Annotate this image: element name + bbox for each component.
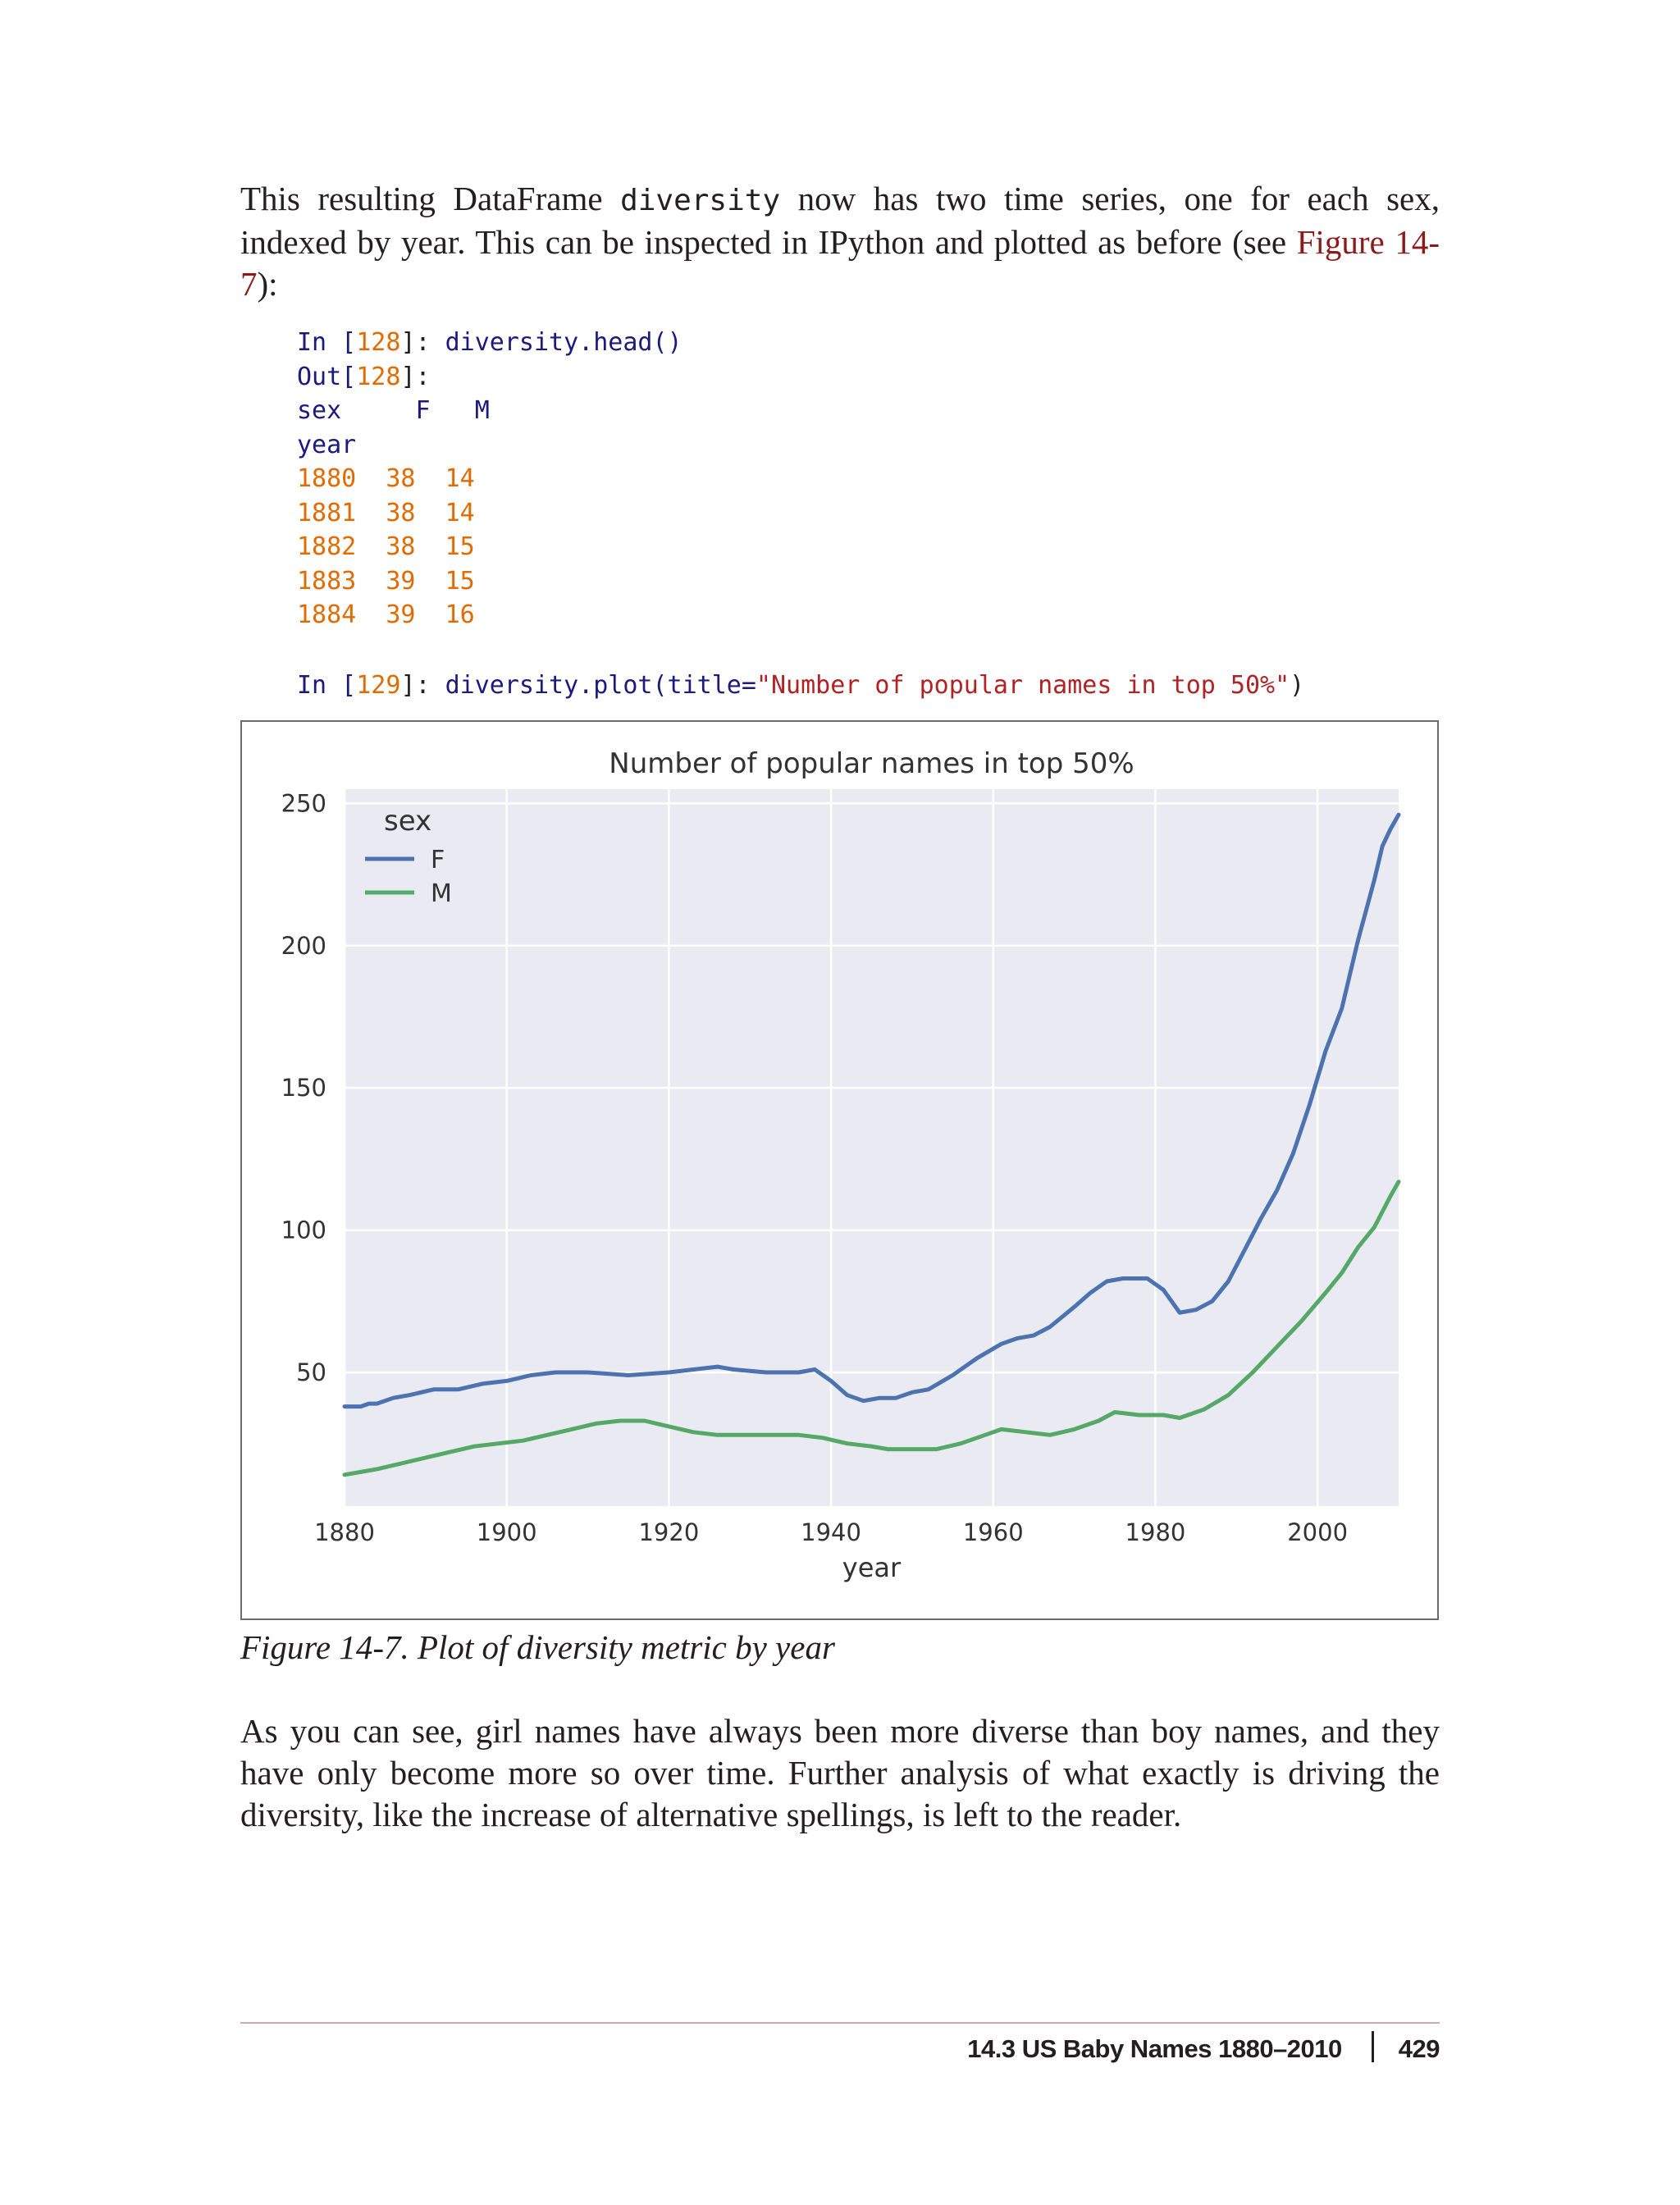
x-tick-label: 1940 — [801, 1518, 861, 1546]
x-tick-label: 1880 — [314, 1518, 375, 1546]
series-line-m — [342, 1180, 1401, 1477]
df-row: 1882 38 15 — [297, 532, 475, 561]
out-prompt: Out[128]: — [297, 362, 431, 391]
y-tick-label: 200 — [281, 932, 326, 960]
code-block-plot: In [129]: diversity.plot(title="Number o… — [297, 671, 1305, 700]
x-axis-label: year — [842, 1552, 902, 1583]
tick-labels: 1880 1900 1920 1940 1960 1980 2000 50 100 150 200 2… — [281, 789, 1348, 1546]
df-row: 1881 38 14 — [297, 498, 475, 527]
series-lines — [342, 812, 1401, 1477]
figure-caption: Figure 14-7. Plot of diversity metric by… — [240, 1628, 835, 1666]
footer-rule — [240, 2022, 1440, 2024]
df-row: 1883 39 15 — [297, 566, 475, 596]
chart-title: Number of popular names in top 50% — [609, 747, 1134, 780]
df-row: 1880 38 14 — [297, 464, 475, 493]
x-tick-label: 1920 — [638, 1518, 699, 1546]
figure-frame: 1880 1900 1920 1940 1960 1980 2000 50 100 150 200 2… — [240, 720, 1439, 1620]
legend: sex FM — [365, 805, 452, 908]
y-tick-label: 250 — [281, 789, 326, 817]
intro-text-cont: now has two time series, one for each se… — [240, 180, 1440, 261]
x-tick-label: 1980 — [1125, 1518, 1186, 1546]
plot-title-arg: "Number of popular names in top 50%" — [756, 671, 1290, 700]
x-tick-label: 1960 — [963, 1518, 1024, 1546]
y-tick-label: 50 — [296, 1358, 326, 1386]
x-tick-label: 2000 — [1287, 1518, 1348, 1546]
page-footer: 14.3 US Baby Names 1880–2010 429 — [967, 2031, 1440, 2064]
inline-code-diversity: diversity — [620, 184, 781, 217]
footer-separator — [1371, 2031, 1374, 2062]
code-call: diversity.head() — [445, 328, 682, 357]
y-tick-label: 150 — [281, 1074, 326, 1102]
x-tick-label: 1900 — [477, 1518, 537, 1546]
code-block-head: In [128]: diversity.head() Out[128]: sex… — [297, 326, 682, 632]
plot-call: diversity.plot(title= — [445, 671, 756, 700]
line-chart: 1880 1900 1920 1940 1960 1980 2000 50 100 150 200 2… — [281, 747, 1401, 1583]
series-line-f — [342, 812, 1401, 1409]
intro-paragraph: This resulting DataFrame diversity now h… — [240, 178, 1440, 305]
df-row: 1884 39 16 — [297, 600, 475, 629]
legend-title: sex — [384, 805, 431, 838]
page-number: 429 — [1398, 2034, 1440, 2063]
df-index-name: year — [297, 430, 357, 459]
intro-text: This resulting DataFrame — [240, 180, 621, 217]
grid-lines — [343, 789, 1399, 1506]
outro-paragraph: As you can see, girl names have always b… — [240, 1712, 1440, 1833]
df-header: sex F M — [297, 396, 490, 425]
legend-label-m: M — [431, 879, 452, 908]
in-prompt: In [128]: — [297, 328, 445, 357]
y-tick-label: 100 — [281, 1217, 326, 1244]
figure-link[interactable]: Figure 14-7 — [240, 223, 1440, 303]
running-section-title: 14.3 US Baby Names 1880–2010 — [967, 2034, 1342, 2063]
intro-text-end: ): — [257, 265, 278, 303]
legend-label-f: F — [431, 846, 445, 874]
plot-area — [345, 789, 1399, 1506]
